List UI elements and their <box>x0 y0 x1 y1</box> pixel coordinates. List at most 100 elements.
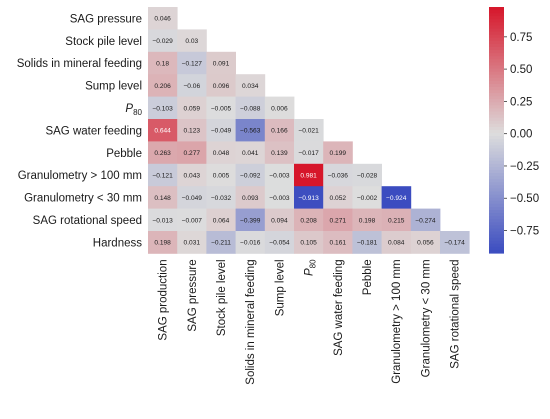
heatmap-cell-2-2 <box>206 51 236 75</box>
colorbar-segment <box>489 151 504 156</box>
heatmap-cell-8-1 <box>177 186 207 209</box>
colorbar-segment <box>489 50 504 54</box>
colorbar-segment <box>489 114 504 119</box>
cell-value-label: −0.017 <box>298 150 319 157</box>
column-label-sump-level: Sump level <box>274 259 286 316</box>
cell-value-label: −0.005 <box>211 105 232 112</box>
colorbar-segment <box>489 40 504 45</box>
cell-value-label: 0.263 <box>154 150 171 157</box>
colorbar-segment <box>489 243 504 248</box>
cell-value-label: 0.059 <box>184 105 201 112</box>
colorbar-tick-label: −0.25 <box>510 161 539 173</box>
cell-value-label: 0.644 <box>154 128 171 135</box>
column-label-pebble: Pebble <box>362 259 374 295</box>
heatmap-cell-9-5 <box>294 208 324 232</box>
heatmap-cell-6-6 <box>323 141 353 165</box>
cell-value-label: −0.007 <box>182 217 203 224</box>
colorbar-segment <box>489 111 504 116</box>
cell-value-label: 0.18 <box>156 61 169 68</box>
colorbar-segment <box>489 216 504 220</box>
cell-value-label: 0.006 <box>271 105 288 112</box>
heatmap-cell-8-4 <box>264 186 295 209</box>
row-label-pebble: Pebble <box>106 148 142 160</box>
cell-value-label: 0.084 <box>388 240 405 247</box>
heatmap-cell-3-3 <box>235 74 266 97</box>
column-label-stock-pile-level: Stock pile level <box>216 259 228 336</box>
colorbar-segment <box>489 197 504 202</box>
colorbar-segment <box>489 16 504 20</box>
heatmap-cell-0-0 <box>148 7 178 30</box>
heatmap-cell-10-0 <box>148 231 178 254</box>
heatmap-cell-9-8 <box>381 208 412 232</box>
colorbar-segment <box>489 200 504 205</box>
cell-value-label: 0.139 <box>271 150 288 157</box>
cell-value-label: −0.913 <box>298 195 319 202</box>
colorbar-segment <box>489 176 504 180</box>
colorbar-segment <box>489 203 504 208</box>
colorbar-segment <box>489 166 504 171</box>
heatmap-cell-10-4 <box>264 231 295 254</box>
colorbar-segment <box>489 123 504 128</box>
cell-value-label: −0.127 <box>182 61 203 68</box>
colorbar-segment <box>489 142 504 146</box>
heatmap-cell-5-3 <box>235 119 266 142</box>
cell-value-label: 0.091 <box>213 61 230 68</box>
heatmap-cell-6-2 <box>206 141 236 165</box>
heatmap-cell-7-1 <box>177 163 207 187</box>
colorbar-segment <box>489 237 504 242</box>
cell-value-label: 0.105 <box>300 240 317 247</box>
heatmap-cell-10-9 <box>410 231 441 254</box>
heatmap-cell-6-3 <box>235 141 266 165</box>
heatmap-cell-10-7 <box>352 231 382 254</box>
colorbar-segment <box>489 188 504 193</box>
colorbar-segment <box>489 222 504 226</box>
cell-value-label: 0.208 <box>300 217 317 224</box>
cell-value-label: −0.181 <box>357 240 378 247</box>
heatmap-cell-9-9 <box>410 208 441 232</box>
row-label-stock-pile-level: Stock pile level <box>65 36 142 48</box>
cell-value-label: 0.215 <box>388 217 405 224</box>
colorbar-segment <box>489 22 504 27</box>
colorbar-segment <box>489 246 504 251</box>
colorbar-segment <box>489 7 504 11</box>
row-label-sump-level: Sump level <box>85 81 142 93</box>
colorbar-segment <box>489 90 504 94</box>
colorbar-segment <box>489 74 504 79</box>
colorbar-segment <box>489 209 504 214</box>
colorbar-segment <box>489 179 504 183</box>
heatmap-cell-10-10 <box>440 231 470 254</box>
cell-value-label: −0.003 <box>269 173 290 180</box>
heatmap-cell-6-5 <box>294 141 324 165</box>
colorbar-segment <box>489 71 504 76</box>
colorbar-segment <box>489 213 504 217</box>
colorbar-segment <box>489 191 504 196</box>
cell-value-label: 0.199 <box>330 150 347 157</box>
colorbar-segment <box>489 240 504 245</box>
heatmap-cell-6-1 <box>177 141 207 165</box>
cell-value-label: −0.002 <box>357 195 378 202</box>
cell-value-label: 0.034 <box>242 83 259 90</box>
column-label-sag-rotational-speed: SAG rotational speed <box>450 259 462 368</box>
heatmap-cells <box>148 7 470 254</box>
colorbar-segment <box>489 28 504 33</box>
colorbar-segment <box>489 19 504 23</box>
heatmap-cell-5-0 <box>148 119 178 142</box>
heatmap-cell-3-1 <box>177 74 207 97</box>
cell-value-label: −0.06 <box>183 83 200 90</box>
heatmap-cell-7-4 <box>264 163 295 187</box>
cell-value-label: −0.049 <box>182 195 203 202</box>
colorbar-segment <box>489 136 504 140</box>
column-label-sag-water-feeding: SAG water feeding <box>333 259 345 356</box>
colorbar-tick-label: 0.75 <box>510 32 532 44</box>
heatmap-cell-7-6 <box>323 163 353 187</box>
heatmap-cell-5-4 <box>264 119 295 142</box>
colorbar-segment <box>489 133 504 137</box>
colorbar-segment <box>489 80 504 85</box>
cell-value-label: −0.028 <box>357 173 378 180</box>
heatmap-cell-6-4 <box>264 141 295 165</box>
colorbar-segment <box>489 139 504 143</box>
colorbar: 0.75 0.50 0.25 0.00 −0.25 −0.50 −0.75 <box>489 7 539 254</box>
colorbar-segment <box>489 206 504 211</box>
